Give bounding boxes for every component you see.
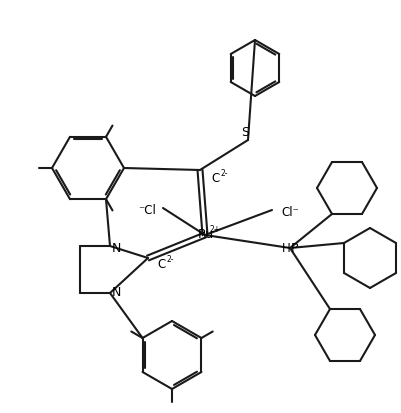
- Text: S: S: [241, 126, 249, 140]
- Text: Cl⁻: Cl⁻: [281, 206, 299, 218]
- Text: H: H: [282, 242, 290, 254]
- Text: 2-: 2-: [166, 254, 174, 263]
- Text: P: P: [291, 242, 299, 254]
- Text: 2-: 2-: [220, 169, 228, 178]
- Text: Ru: Ru: [198, 228, 214, 242]
- Text: C: C: [158, 257, 166, 271]
- Text: 2+: 2+: [209, 225, 221, 233]
- Text: N: N: [111, 287, 121, 299]
- Text: N: N: [111, 242, 121, 254]
- Text: C: C: [212, 171, 220, 185]
- Text: ⁻Cl: ⁻Cl: [138, 204, 156, 216]
